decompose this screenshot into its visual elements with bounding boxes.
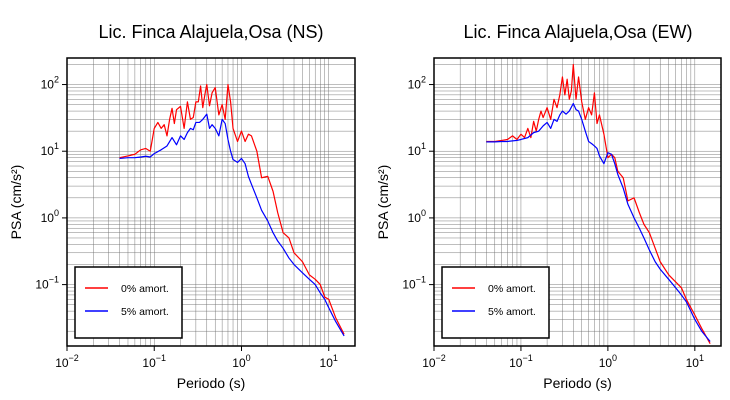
- x-axis-label: Periodo (s): [543, 375, 611, 391]
- chart-panel-ns: Lic. Finca Alajuela,Osa (NS) 10−2 10−1 100 1…: [8, 22, 356, 391]
- y-tick-label: 101: [408, 141, 426, 158]
- x-tick-label: 100: [599, 353, 617, 370]
- legend-box: [74, 266, 183, 339]
- chart-title: Lic. Finca Alajuela,Osa (EW): [463, 22, 692, 42]
- x-tick-label: 101: [686, 353, 704, 370]
- y-tick-label: 100: [408, 208, 426, 225]
- legend: 0% amort. 5% amort.: [441, 266, 550, 339]
- y-tick-label: 102: [408, 75, 426, 92]
- legend-label: 0% amort.: [121, 283, 169, 295]
- x-tick-label: 10−2: [422, 353, 446, 370]
- chart-panel-ew: Lic. Finca Alajuela,Osa (EW) 10−2 10−1 100 1…: [375, 22, 722, 391]
- x-axis-label: Periodo (s): [177, 375, 245, 391]
- y-tick-label: 102: [41, 75, 59, 92]
- legend-label: 5% amort.: [121, 306, 169, 318]
- plot-frame: [433, 57, 722, 347]
- series-line-damped: [119, 113, 345, 337]
- series-line-damped: [486, 102, 711, 342]
- plot-frame: [66, 57, 356, 347]
- x-tick-label: 10−2: [55, 353, 79, 370]
- x-tick-label: 100: [232, 353, 250, 370]
- x-tick-label: 10−1: [142, 353, 166, 370]
- y-tick-label: 101: [41, 141, 59, 158]
- y-axis-label: PSA (cm/s²): [375, 165, 391, 240]
- y-tick-label: 10−1: [402, 275, 426, 292]
- legend-label: 0% amort.: [488, 283, 536, 295]
- legend-box: [441, 266, 550, 339]
- y-tick-label: 100: [41, 208, 59, 225]
- legend: 0% amort. 5% amort.: [74, 266, 183, 339]
- x-tick-label: 10−1: [509, 353, 533, 370]
- grid: [66, 58, 356, 346]
- legend-label: 5% amort.: [488, 306, 536, 318]
- series-line-undamped: [119, 83, 345, 335]
- chart-title: Lic. Finca Alajuela,Osa (NS): [98, 22, 323, 42]
- y-tick-label: 10−1: [35, 275, 59, 292]
- y-axis-label: PSA (cm/s²): [8, 165, 24, 240]
- x-tick-label: 101: [320, 353, 338, 370]
